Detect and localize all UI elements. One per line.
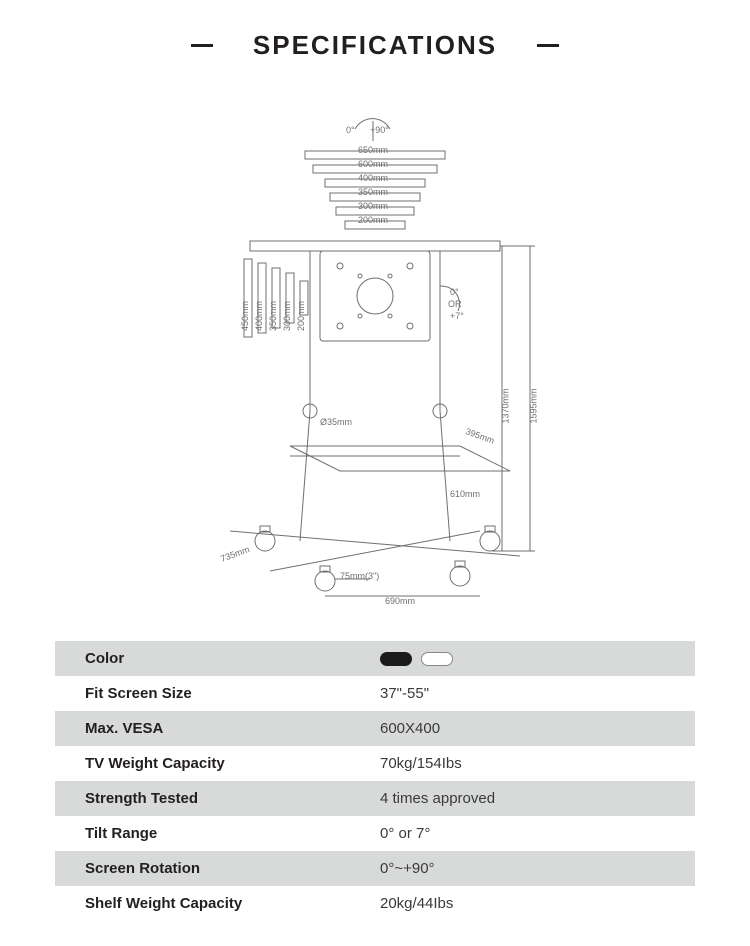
height-1370-label: 1370mm [501,388,511,423]
spec-table-body: Color Fit Screen Size 37"-55" Max. VESA … [55,641,695,921]
spec-value: 20kg/44Ibs [325,886,695,921]
spec-label: Shelf Weight Capacity [55,886,325,921]
table-row: Shelf Weight Capacity 20kg/44Ibs [55,886,695,921]
height-200-label: 200mm [296,301,306,331]
table-row: Fit Screen Size 37"-55" [55,676,695,711]
pole-dia-label: Ø35mm [320,417,352,427]
diagram-wrap: 0° +90° 650mm 600mm 400mm 350mm 300mm 20… [55,111,695,611]
height-300-label: 300mm [282,301,292,331]
table-row: Screen Rotation 0°~+90° [55,851,695,886]
tilt-0-label: 0° [450,287,459,297]
spec-label: Max. VESA [55,711,325,746]
spec-label: TV Weight Capacity [55,746,325,781]
width-650-label: 650mm [358,145,388,155]
spec-value: 4 times approved [325,781,695,816]
dash-right-icon [537,44,559,47]
spec-table: Color Fit Screen Size 37"-55" Max. VESA … [55,641,695,921]
color-swatch-white-icon [421,652,453,666]
angle-90-label: +90° [370,125,389,135]
tilt-7-label: +7° [450,311,464,321]
table-row: TV Weight Capacity 70kg/154Ibs [55,746,695,781]
dash-left-icon [191,44,213,47]
spec-value: 600X400 [325,711,695,746]
height-1595-label: 1595mm [529,388,539,423]
spec-value: 37"-55" [325,676,695,711]
angle-0-label: 0° [346,125,355,135]
table-row: Tilt Range 0° or 7° [55,816,695,851]
width-300-label: 300mm [358,201,388,211]
spec-value-color [325,641,695,676]
color-swatch-black-icon [380,652,412,666]
spec-label: Fit Screen Size [55,676,325,711]
table-row: Strength Tested 4 times approved [55,781,695,816]
caster-gap-label: 75mm(3") [340,571,379,581]
spec-label: Strength Tested [55,781,325,816]
diagram-svg [210,111,540,611]
base-width-label: 690mm [385,596,415,606]
tilt-or-label: OR [448,299,462,309]
width-200-label: 200mm [358,215,388,225]
spec-label: Screen Rotation [55,851,325,886]
spec-label: Tilt Range [55,816,325,851]
title-row: SPECIFICATIONS [55,30,695,61]
spec-value: 70kg/154Ibs [325,746,695,781]
table-row: Color [55,641,695,676]
page: SPECIFICATIONS [0,0,750,941]
width-350-label: 350mm [358,187,388,197]
shelf-width-label: 610mm [450,489,480,499]
width-600-label: 600mm [358,159,388,169]
page-title: SPECIFICATIONS [253,30,497,61]
spec-value: 0° or 7° [325,816,695,851]
height-450-label: 450mm [240,301,250,331]
width-400-label: 400mm [358,173,388,183]
spec-label: Color [55,641,325,676]
technical-diagram: 0° +90° 650mm 600mm 400mm 350mm 300mm 20… [210,111,540,611]
spec-value: 0°~+90° [325,851,695,886]
height-350-label: 350mm [268,301,278,331]
height-400-label: 400mm [254,301,264,331]
table-row: Max. VESA 600X400 [55,711,695,746]
